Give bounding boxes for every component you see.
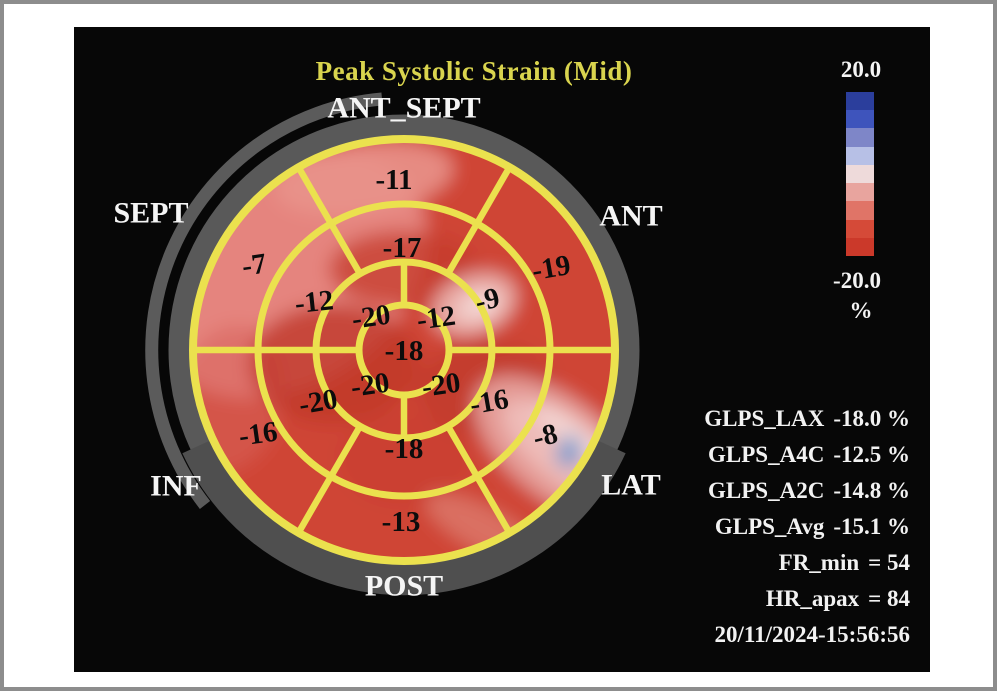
segment-value: -20 — [296, 383, 340, 421]
region-label-lat: LAT — [601, 469, 660, 502]
segment-value: -12 — [415, 300, 458, 337]
measurement-label: HR_apax — [765, 586, 860, 611]
region-label-ant-sept: ANT_SEPT — [327, 92, 480, 125]
measurement-row-fr-min: FR_min = 54 — [779, 545, 910, 581]
colorbar-color-block — [846, 164, 874, 184]
measurement-label: GLPS_Avg — [714, 514, 825, 539]
colorbar-color-block — [846, 128, 874, 147]
colorbar-color-block — [846, 237, 874, 256]
segment-value: -20 — [420, 367, 463, 404]
segment-value: -13 — [382, 506, 421, 538]
measurement-value: -12.5 % — [833, 442, 910, 467]
measurement-row-hr-apax: HR_apax = 84 — [766, 581, 910, 617]
acquisition-timestamp: 20/11/2024-15:56:56 — [715, 617, 911, 653]
segment-value: -11 — [375, 164, 412, 196]
chart-title: Peak Systolic Strain (Mid) — [315, 56, 633, 86]
segment-value: -16 — [237, 416, 280, 453]
echo-gray-ring — [145, 92, 640, 596]
segment-value: -16 — [467, 383, 511, 421]
segment-value: -7 — [240, 248, 268, 283]
region-label-post: POST — [365, 570, 443, 603]
measurement-value: = 54 — [868, 550, 910, 575]
measurement-value: -15.1 % — [833, 514, 910, 539]
measurement-value: -18.0 % — [833, 406, 910, 431]
colorbar-color-block — [846, 219, 874, 238]
segment-value: -12 — [293, 284, 335, 320]
measurement-row-glps-a2c: GLPS_A2C -14.8 % — [708, 473, 910, 509]
measurement-label: GLPS_LAX — [704, 406, 825, 431]
measurement-row-glps-lax: GLPS_LAX -18.0 % — [704, 401, 910, 437]
measurement-row-glps-a4c: GLPS_A4C -12.5 % — [708, 437, 910, 473]
measurement-label: GLPS_A4C — [708, 442, 825, 467]
colorbar-unit-label: % — [849, 298, 873, 323]
bullseye-chart: -11 -7 -19 -17 -12 -9 -20 -12 -18 -20 -2… — [113, 92, 662, 603]
colorbar-max-label: 20.0 — [840, 57, 882, 82]
region-label-ant: ANT — [599, 200, 662, 233]
colorbar-color-block — [846, 201, 874, 220]
measurements-block: GLPS_LAX -18.0 % GLPS_A4C -12.5 % GLPS_A… — [704, 401, 910, 653]
colorbar-blocks — [846, 92, 874, 256]
segment-value: -20 — [350, 299, 393, 336]
region-label-sept: SEPT — [113, 197, 188, 230]
bullseye-grid — [189, 135, 619, 565]
segment-value-apex: -18 — [385, 335, 424, 367]
colorbar-color-block — [846, 110, 874, 129]
measurement-value: -14.8 % — [833, 478, 910, 503]
colorbar-color-block — [846, 92, 874, 111]
segment-value: -19 — [529, 249, 573, 287]
segment-values: -11 -7 -19 -17 -12 -9 -20 -12 -18 -20 -2… — [237, 164, 573, 538]
colorbar-color-block — [846, 146, 874, 165]
segment-value: -17 — [383, 232, 422, 264]
measurement-row-glps-avg: GLPS_Avg -15.1 % — [715, 509, 910, 545]
segment-value: -18 — [385, 433, 424, 465]
colorbar-min-label: -20.0 — [833, 268, 881, 293]
echo-strain-panel: Peak Systolic Strain (Mid) — [74, 27, 930, 672]
region-label-inf: INF — [150, 470, 202, 503]
segment-value: -20 — [349, 367, 392, 404]
measurement-value: = 84 — [868, 586, 910, 611]
timestamp-text: 20/11/2024-15:56:56 — [714, 622, 911, 647]
measurement-label: GLPS_A2C — [708, 478, 825, 503]
region-labels: ANT_SEPT SEPT ANT INF LAT POST — [113, 92, 662, 603]
colorbar-color-block — [846, 183, 874, 202]
measurement-label: FR_min — [778, 550, 860, 575]
